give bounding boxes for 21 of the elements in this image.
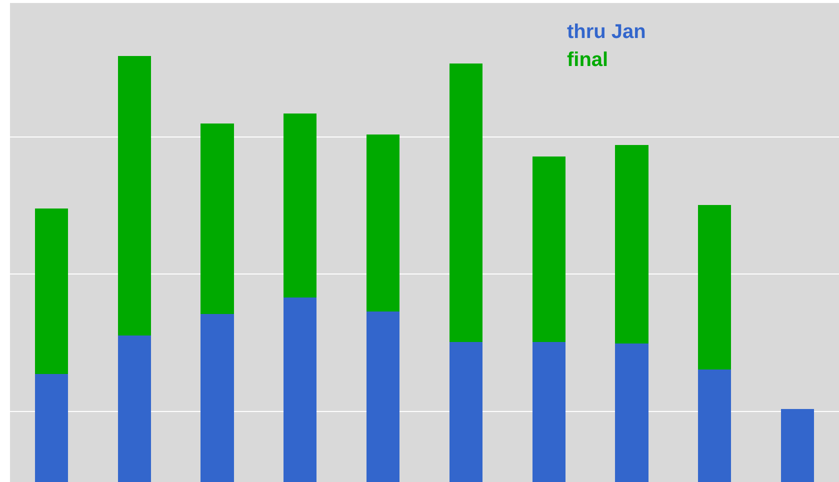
bar	[698, 370, 732, 482]
bar	[284, 298, 317, 482]
bar	[34, 208, 68, 374]
bar	[284, 113, 317, 298]
bar	[532, 156, 566, 342]
text: final	[567, 49, 608, 71]
bar	[118, 336, 151, 482]
bar	[449, 342, 483, 482]
bar	[200, 124, 234, 314]
text: thru Jan	[567, 21, 646, 43]
bar	[615, 145, 648, 344]
bar	[366, 312, 400, 482]
bar	[698, 205, 732, 370]
bar	[34, 374, 68, 482]
bar	[118, 56, 151, 336]
bar	[780, 408, 814, 482]
bar	[532, 342, 566, 482]
bar	[200, 314, 234, 482]
bar	[366, 134, 400, 312]
bar	[615, 344, 648, 482]
bar	[449, 63, 483, 342]
